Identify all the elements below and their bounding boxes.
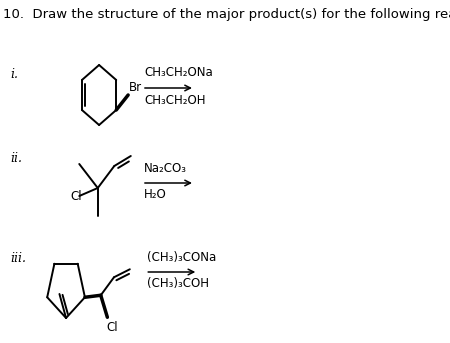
Text: Br: Br [129, 81, 142, 94]
Text: H₂O: H₂O [144, 189, 167, 201]
Text: Cl: Cl [70, 189, 81, 202]
Text: Na₂CO₃: Na₂CO₃ [144, 162, 187, 175]
Text: iii.: iii. [10, 252, 26, 265]
Text: Cl: Cl [106, 321, 117, 334]
Text: (CH₃)₃CONa: (CH₃)₃CONa [147, 250, 216, 263]
Text: ii.: ii. [10, 152, 22, 165]
Text: CH₃CH₂OH: CH₃CH₂OH [144, 94, 206, 106]
Text: (CH₃)₃COH: (CH₃)₃COH [147, 277, 209, 291]
Text: CH₃CH₂ONa: CH₃CH₂ONa [144, 67, 213, 80]
Text: i.: i. [10, 68, 18, 81]
Text: 10.  Draw the structure of the major product(s) for the following reactions:: 10. Draw the structure of the major prod… [3, 8, 450, 21]
